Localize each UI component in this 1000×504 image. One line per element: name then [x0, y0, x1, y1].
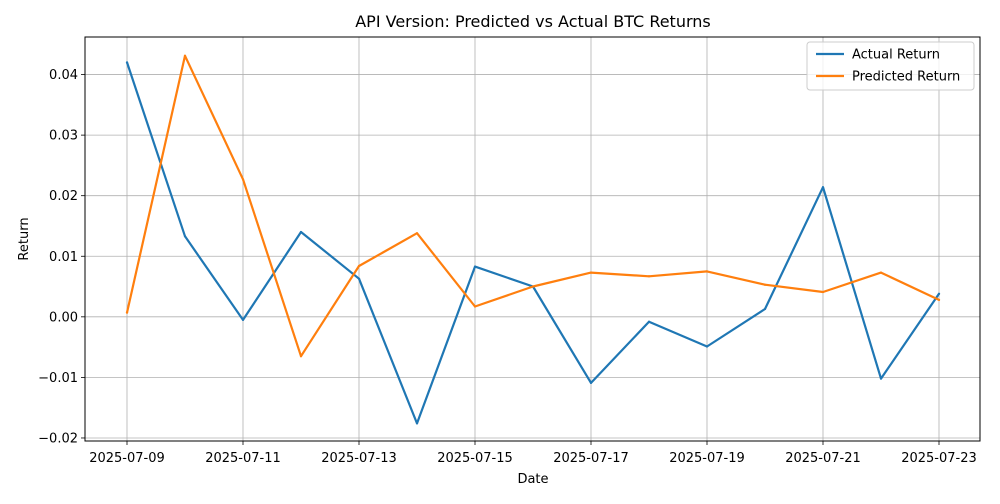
- y-tick-label: 0.00: [49, 310, 78, 325]
- data-point: [647, 275, 651, 278]
- data-point: [357, 277, 361, 280]
- y-tick-label: −0.01: [38, 371, 78, 386]
- data-point: [763, 283, 767, 286]
- legend-box: [806, 41, 975, 91]
- legend: Actual Return Predicted Return: [806, 41, 975, 91]
- x-tick-label: 2025-07-11: [205, 451, 281, 466]
- data-point: [473, 305, 477, 308]
- data-point: [879, 271, 883, 274]
- y-tick-label: 0.01: [49, 250, 78, 265]
- data-point: [241, 178, 245, 181]
- legend-label: Actual Return: [852, 48, 940, 63]
- data-point: [763, 307, 767, 311]
- x-tick-label: 2025-07-17: [553, 451, 629, 466]
- data-point: [647, 320, 651, 323]
- data-point: [589, 381, 593, 384]
- x-tick-label: 2025-07-13: [321, 451, 397, 466]
- data-point: [125, 311, 129, 314]
- data-point: [473, 265, 477, 268]
- x-tick-label: 2025-07-19: [669, 451, 745, 466]
- x-tick-label: 2025-07-09: [89, 451, 165, 466]
- data-point: [125, 61, 129, 64]
- data-point: [531, 285, 535, 288]
- legend-label: Predicted Return: [852, 70, 960, 85]
- x-tick-label: 2025-07-15: [437, 451, 513, 466]
- x-tick-label: 2025-07-23: [901, 451, 977, 466]
- y-tick-label: 0.03: [49, 129, 78, 144]
- y-tick-label: 0.02: [49, 189, 78, 204]
- data-point: [879, 377, 883, 380]
- data-point: [705, 345, 709, 348]
- data-point: [705, 270, 709, 273]
- data-point: [937, 298, 941, 301]
- plot-frame: [84, 36, 981, 442]
- data-point: [937, 292, 941, 295]
- data-point: [589, 271, 593, 274]
- series-lines: [125, 54, 941, 425]
- axis-ticks: 2025-07-09 2025-07-11 2025-07-13 2025-07-15…: [38, 68, 977, 466]
- data-point: [183, 54, 187, 57]
- data-point: [183, 235, 187, 238]
- data-point: [821, 290, 825, 294]
- chart-title: API Version: Predicted vs Actual BTC Ret…: [355, 12, 711, 31]
- x-tick-label: 2025-07-21: [785, 451, 861, 466]
- data-point: [415, 422, 419, 425]
- data-point: [357, 264, 361, 268]
- data-point: [299, 230, 303, 234]
- y-tick-label: 0.04: [49, 68, 78, 83]
- grid-lines: [85, 37, 980, 441]
- x-axis-label: Date: [517, 472, 548, 487]
- data-point: [821, 186, 825, 189]
- data-point: [241, 318, 245, 321]
- data-point: [415, 232, 419, 235]
- data-point: [299, 355, 303, 358]
- y-tick-label: −0.02: [38, 431, 78, 446]
- y-axis-label: Return: [17, 217, 32, 260]
